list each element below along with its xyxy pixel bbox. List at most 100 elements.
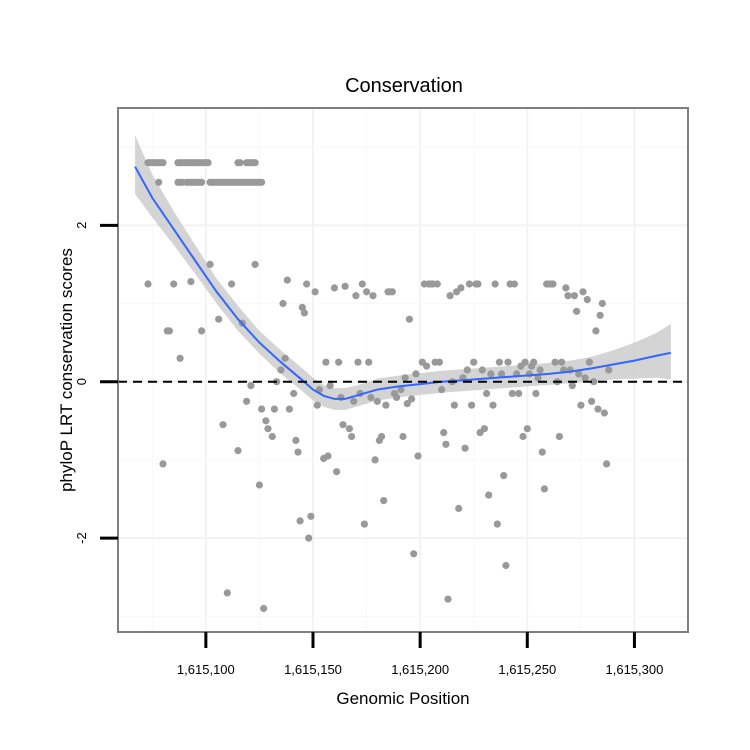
data-point [279,299,287,308]
x-tick-label: 1,615,150 [284,662,342,677]
data-point [339,421,347,429]
data-point [592,327,600,335]
data-point [463,366,471,374]
data-point [378,432,386,441]
data-point [502,561,510,570]
data-point [311,288,319,296]
plot-frame [117,107,689,633]
y-tick-label: 2 [74,222,89,229]
data-point [442,440,450,448]
data-point [423,362,431,370]
data-point [483,389,491,398]
data-point [369,292,377,300]
x-tick-label: 1,615,300 [606,662,664,677]
data-point [433,280,441,288]
data-point [493,520,501,528]
data-point [352,292,360,300]
data-point [536,366,544,374]
data-point [350,397,358,405]
data-point [594,405,602,413]
data-point [247,382,255,390]
data-point [465,280,473,288]
data-point [234,447,242,455]
data-point [358,280,366,288]
data-point [380,497,388,505]
data-point [551,358,559,366]
data-point [243,397,251,405]
data-point [300,309,308,317]
data-point [540,485,549,493]
data-point [600,409,609,417]
data-point [198,178,206,186]
data-point [588,397,596,405]
data-point [485,491,493,499]
data-point [590,378,598,386]
y-tick-label: -2 [74,532,89,544]
data-point [354,358,362,366]
confidence-band [135,135,671,410]
data-point [326,382,334,390]
data-point [215,315,223,323]
data-point [596,311,604,319]
data-point [530,358,538,366]
data-point [532,389,540,398]
data-point [480,425,488,433]
data-point [397,386,405,394]
data-point [159,159,167,167]
data-point [335,358,343,366]
data-point [371,456,379,464]
data-point [538,448,546,456]
data-point [410,550,418,558]
data-point [345,425,353,433]
data-point [562,284,570,292]
data-point [382,401,390,409]
data-point [575,370,583,378]
data-point [478,366,486,374]
data-point [236,159,244,167]
data-point [489,401,497,409]
data-point [487,370,495,378]
x-tick-label: 1,615,100 [177,662,235,677]
x-axis-title: Genomic Position [336,689,469,708]
data-point [461,444,469,452]
x-tick-label: 1,615,200 [391,662,449,677]
data-point [444,595,452,603]
data-point [450,401,458,409]
data-point [403,400,411,408]
data-point [170,280,178,288]
data-point [438,386,446,394]
data-point [581,374,589,382]
data-point [255,481,263,489]
data-point [251,260,259,268]
data-point [348,432,356,441]
data-point [228,280,236,288]
data-point [504,358,512,366]
data-point [296,517,304,525]
data-point [401,374,409,382]
data-point [298,303,306,311]
data-point [570,292,579,300]
data-point [324,452,332,460]
data-point [187,278,195,286]
data-point [262,417,270,425]
data-point [285,405,293,413]
x-axis: 1,615,100 1,615,150 1,615,200 1,615,250 1,61… [177,632,663,677]
data-point [468,401,476,409]
data-point [294,448,302,456]
y-tick-label: 0 [74,378,89,385]
y-axis: -2 0 2 [74,222,118,544]
data-point [558,358,566,366]
data-point [523,425,531,433]
data-point [307,512,315,520]
data-point [360,520,368,528]
data-point [303,280,311,288]
data-point [521,358,529,366]
data-point [498,370,506,378]
data-point [393,393,401,401]
data-point [144,280,152,288]
data-point [367,393,375,401]
data-point [223,589,231,597]
data-point [330,284,338,292]
data-point [555,432,564,441]
data-point [510,280,518,288]
